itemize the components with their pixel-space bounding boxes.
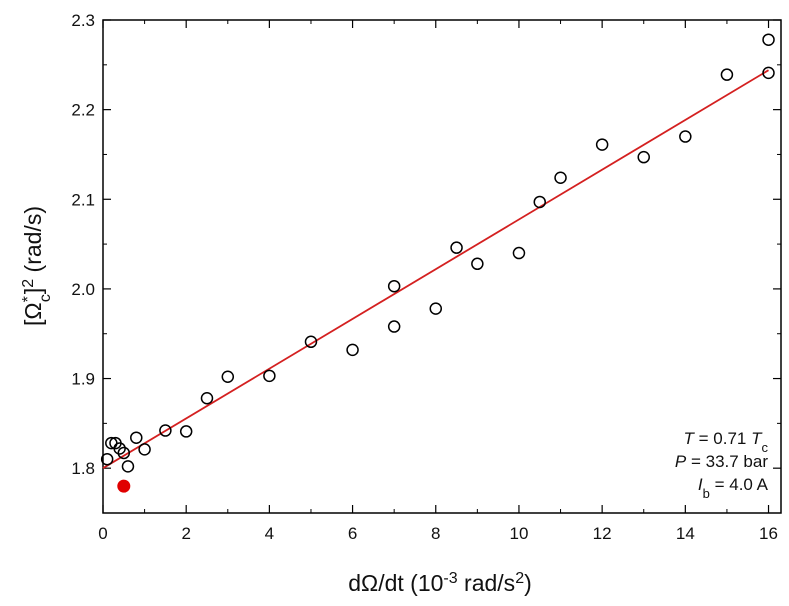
data-point — [471, 257, 484, 271]
y-tick-label: 1.9 — [71, 370, 95, 389]
highlighted-data-point — [117, 479, 131, 493]
data-point — [304, 335, 318, 349]
x-tick-label: 16 — [759, 524, 778, 543]
data-point — [450, 241, 463, 254]
axis-ticks — [102, 19, 781, 513]
data-point — [121, 460, 135, 473]
linear-fit-line — [102, 69, 769, 469]
x-tick-label: 14 — [676, 524, 695, 543]
data-point — [263, 369, 276, 383]
x-tick-label: 12 — [593, 524, 612, 543]
data-point — [221, 370, 235, 384]
data-point — [113, 442, 126, 455]
x-tick-label: 10 — [509, 524, 528, 543]
data-point — [720, 68, 734, 81]
data-point — [637, 150, 650, 164]
data-point — [159, 424, 172, 437]
data-point — [762, 66, 775, 80]
data-point — [200, 392, 214, 405]
data-point — [117, 446, 131, 460]
data-point — [595, 138, 609, 151]
data-point — [387, 279, 401, 293]
data-point — [554, 171, 567, 185]
data-point — [679, 130, 692, 143]
data-point — [387, 320, 401, 333]
data-point — [100, 452, 114, 466]
x-tick-label: 4 — [265, 524, 274, 543]
condition-annotation: T = 0.71 Tc P = 33.7 bar Ib = 4.0 A — [675, 429, 769, 501]
y-tick-label: 2.1 — [71, 190, 95, 209]
data-point — [429, 302, 443, 315]
data-point — [179, 425, 193, 438]
y-tick-label: 1.8 — [71, 459, 95, 478]
y-tick-label: 2.2 — [71, 101, 95, 120]
x-tick-label: 8 — [431, 524, 440, 543]
annotation-temperature: T = 0.71 Tc — [684, 429, 769, 455]
y-tick-label: 2.0 — [71, 280, 95, 299]
x-tick-label: 0 — [98, 524, 107, 543]
data-point — [533, 195, 546, 209]
y-tick-labels: 1.8 1.9 2.0 2.1 2.2 2.3 — [71, 11, 95, 478]
x-tick-labels: 0 2 4 6 8 10 12 14 16 — [98, 524, 778, 543]
y-tick-label: 2.3 — [71, 11, 95, 30]
x-tick-label: 6 — [348, 524, 357, 543]
y-axis-title: [Ω*c]2 (rad/s) — [20, 206, 54, 326]
data-point — [346, 343, 359, 357]
data-markers — [100, 33, 775, 493]
x-axis-title: dΩ/dt (10-3 rad/s2) — [348, 570, 532, 597]
annotation-pressure: P = 33.7 bar — [675, 452, 768, 471]
x-tick-label: 2 — [181, 524, 190, 543]
data-point — [130, 431, 143, 444]
annotation-current: Ib = 4.0 A — [698, 475, 769, 501]
data-point — [512, 246, 526, 260]
plot-frame — [102, 19, 782, 514]
data-point — [762, 33, 775, 46]
data-point — [138, 443, 151, 456]
